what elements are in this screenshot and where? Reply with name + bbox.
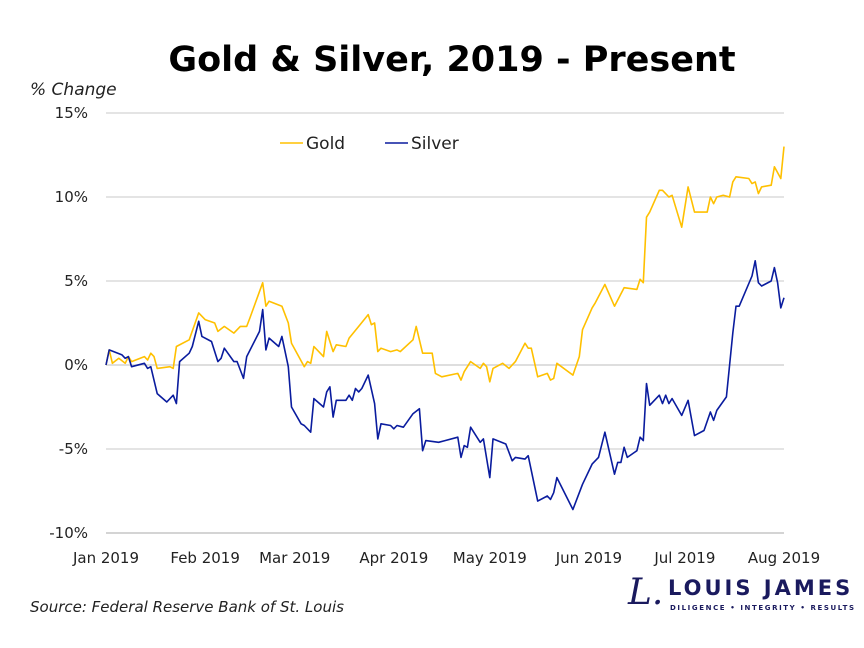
y-tick-label: 5% — [64, 272, 88, 290]
chart-title: Gold & Silver, 2019 - Present — [168, 40, 736, 80]
legend-label-silver: Silver — [411, 134, 459, 154]
series-line-gold — [105, 146, 785, 383]
source-note: Source: Federal Reserve Bank of St. Loui… — [30, 598, 344, 616]
x-tick-label: Mar 2019 — [259, 549, 330, 567]
y-tick-label: -10% — [49, 524, 88, 542]
x-tick-label: Jul 2019 — [653, 549, 715, 567]
y-tick-label: 15% — [55, 104, 88, 122]
logo-tagline: DILIGENCE • INTEGRITY • RESULTS — [670, 604, 856, 612]
y-axis-label: % Change — [30, 80, 117, 100]
louis-james-logo: L. LOUIS JAMES DILIGENCE • INTEGRITY • R… — [628, 572, 858, 616]
x-tick-label: Jun 2019 — [555, 549, 622, 567]
legend-label-gold: Gold — [306, 134, 345, 154]
x-tick-label: Feb 2019 — [170, 549, 240, 567]
logo-mark: L. — [628, 572, 664, 613]
x-tick-label: Jan 2019 — [72, 549, 139, 567]
y-tick-label: 10% — [55, 188, 88, 206]
y-tick-label: 0% — [64, 356, 88, 374]
y-tick-label: -5% — [59, 440, 88, 458]
x-tick-label: Aug 2019 — [748, 549, 820, 567]
logo-name: LOUIS JAMES — [668, 576, 854, 600]
x-tick-label: May 2019 — [453, 549, 527, 567]
series-line-silver — [105, 259, 785, 511]
x-tick-label: Apr 2019 — [359, 549, 428, 567]
